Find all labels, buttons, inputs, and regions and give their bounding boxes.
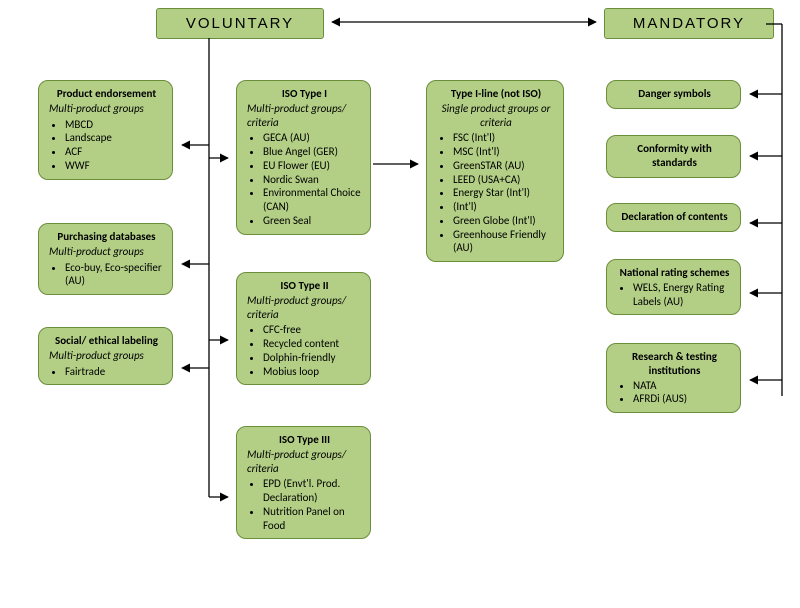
list-item: Nordic Swan bbox=[263, 173, 362, 187]
list-item: MSC (Int'l) bbox=[453, 145, 555, 159]
iso-type-i-subtitle: Multi-product groups/ criteria bbox=[247, 102, 362, 130]
iso-type-ii-list: CFC-free Recycled content Dolphin-friend… bbox=[247, 323, 362, 378]
national-rating-title: National rating schemes bbox=[617, 266, 732, 280]
purchasing-databases-title: Purchasing databases bbox=[49, 230, 164, 244]
purchasing-databases-subtitle: Multi-product groups bbox=[49, 245, 164, 259]
type-i-line-subtitle: Single product groups or criteria bbox=[437, 102, 555, 130]
list-item: Dolphin-friendly bbox=[263, 351, 362, 365]
danger-symbols-box: Danger symbols bbox=[606, 80, 741, 109]
type-i-line-title: Type I-line (not ISO) bbox=[437, 87, 555, 101]
list-item: Green Globe (Int'l) bbox=[453, 214, 555, 228]
national-rating-box: National rating schemes WELS, Energy Rat… bbox=[606, 259, 741, 315]
list-item: WELS, Energy Rating Labels (AU) bbox=[633, 281, 732, 309]
list-item: Mobius loop bbox=[263, 365, 362, 379]
list-item: AFRDi (AUS) bbox=[633, 392, 732, 406]
conformity-title: Conformity with standards bbox=[617, 142, 732, 170]
list-item: WWF bbox=[65, 159, 164, 173]
iso-type-iii-list: EPD (Envt'l. Prod. Declaration) Nutritio… bbox=[247, 477, 362, 532]
purchasing-databases-list: Eco-buy, Eco-specifier (AU) bbox=[49, 261, 164, 289]
declaration-title: Declaration of contents bbox=[617, 210, 732, 224]
list-item: Environmental Choice (CAN) bbox=[263, 186, 362, 214]
voluntary-label: VOLUNTARY bbox=[186, 15, 294, 32]
iso-type-ii-subtitle: Multi-product groups/ criteria bbox=[247, 294, 362, 322]
social-ethical-title: Social/ ethical labeling bbox=[49, 334, 164, 348]
list-item: MBCD bbox=[65, 118, 164, 132]
danger-symbols-title: Danger symbols bbox=[617, 87, 732, 101]
list-item: EU Flower (EU) bbox=[263, 159, 362, 173]
declaration-box: Declaration of contents bbox=[606, 203, 741, 232]
list-item: Green Seal bbox=[263, 214, 362, 228]
social-ethical-subtitle: Multi-product groups bbox=[49, 349, 164, 363]
mandatory-header: MANDATORY bbox=[604, 8, 774, 39]
iso-type-iii-box: ISO Type III Multi-product groups/ crite… bbox=[236, 426, 371, 539]
list-item: Nutrition Panel on Food bbox=[263, 505, 362, 533]
conformity-box: Conformity with standards bbox=[606, 135, 741, 178]
list-item: GreenSTAR (AU) bbox=[453, 159, 555, 173]
research-testing-title: Research & testing institutions bbox=[617, 350, 732, 378]
social-ethical-box: Social/ ethical labeling Multi-product g… bbox=[38, 327, 173, 385]
social-ethical-list: Fairtrade bbox=[49, 365, 164, 379]
list-item: NATA bbox=[633, 379, 732, 393]
list-item: Eco-buy, Eco-specifier (AU) bbox=[65, 261, 164, 289]
voluntary-header: VOLUNTARY bbox=[156, 8, 324, 39]
iso-type-i-list: GECA (AU) Blue Angel (GER) EU Flower (EU… bbox=[247, 131, 362, 227]
research-testing-box: Research & testing institutions NATA AFR… bbox=[606, 343, 741, 413]
list-item: CFC-free bbox=[263, 323, 362, 337]
research-testing-list: NATA AFRDi (AUS) bbox=[617, 379, 732, 407]
list-item: Energy Star (Int'l) bbox=[453, 186, 555, 200]
product-endorsement-title: Product endorsement bbox=[49, 87, 164, 101]
list-item: Blue Angel (GER) bbox=[263, 145, 362, 159]
list-item: LEED (USA+CA) bbox=[453, 173, 555, 187]
national-rating-list: WELS, Energy Rating Labels (AU) bbox=[617, 281, 732, 309]
iso-type-ii-title: ISO Type II bbox=[247, 279, 362, 293]
purchasing-databases-box: Purchasing databases Multi-product group… bbox=[38, 223, 173, 295]
iso-type-i-title: ISO Type I bbox=[247, 87, 362, 101]
list-item: EPD (Envt'l. Prod. Declaration) bbox=[263, 477, 362, 505]
list-item: Greenhouse Friendly (AU) bbox=[453, 228, 555, 256]
list-item: ACF bbox=[65, 145, 164, 159]
mandatory-label: MANDATORY bbox=[633, 15, 745, 32]
list-item: GECA (AU) bbox=[263, 131, 362, 145]
list-item: Recycled content bbox=[263, 337, 362, 351]
iso-type-i-box: ISO Type I Multi-product groups/ criteri… bbox=[236, 80, 371, 235]
product-endorsement-subtitle: Multi-product groups bbox=[49, 102, 164, 116]
iso-type-iii-subtitle: Multi-product groups/ criteria bbox=[247, 448, 362, 476]
list-item: FSC (Int'l) bbox=[453, 131, 555, 145]
product-endorsement-list: MBCD Landscape ACF WWF bbox=[49, 118, 164, 173]
list-item: Fairtrade bbox=[65, 365, 164, 379]
product-endorsement-box: Product endorsement Multi-product groups… bbox=[38, 80, 173, 180]
type-i-line-list: FSC (Int'l) MSC (Int'l) GreenSTAR (AU) L… bbox=[437, 131, 555, 255]
type-i-line-box: Type I-line (not ISO) Single product gro… bbox=[426, 80, 564, 262]
iso-type-iii-title: ISO Type III bbox=[247, 433, 362, 447]
iso-type-ii-box: ISO Type II Multi-product groups/ criter… bbox=[236, 272, 371, 385]
list-item: (Int'l) bbox=[453, 200, 555, 214]
list-item: Landscape bbox=[65, 131, 164, 145]
